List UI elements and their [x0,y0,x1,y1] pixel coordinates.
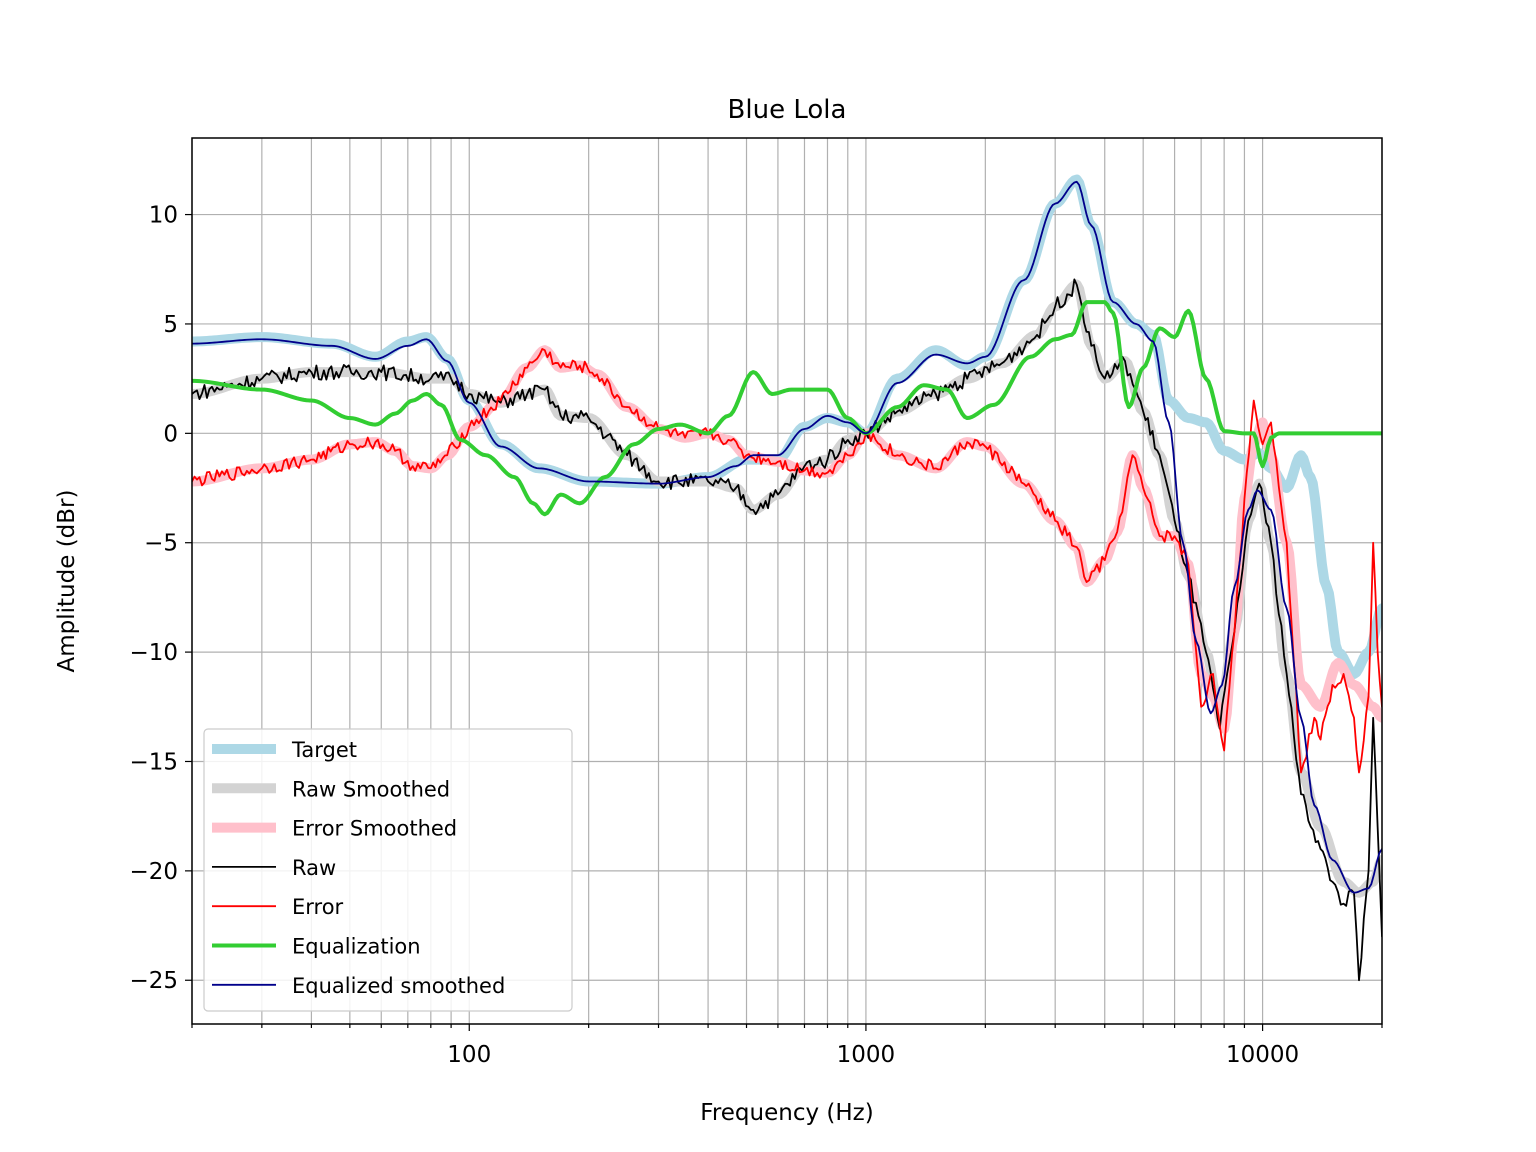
series-error-line [192,348,1382,774]
series-target-line [192,174,1382,679]
series-equalization-line [192,300,1382,517]
y-tick-label: −15 [129,749,178,775]
legend-label: Equalization [292,935,421,959]
y-tick-label: 10 [149,203,178,229]
axis-ticks: 100 1000 10000 10 5 0 −5 −10 −15 −20 −25 [129,203,1383,1068]
grid-lines [191,138,1383,1024]
y-tick-label: −5 [144,531,178,557]
x-tick-label: 100 [447,1042,491,1068]
plot-frame [191,137,1383,1025]
legend-label: Error [292,895,344,919]
y-tick-label: 5 [163,312,178,338]
y-tick-label: 0 [163,421,178,447]
legend-box [203,728,573,1012]
legend-label: Raw Smoothed [292,777,450,801]
y-tick-label: −10 [129,640,178,666]
legend-label: Raw [292,856,336,880]
y-tick-label: −20 [129,859,178,885]
series-layer [192,174,1382,982]
legend-label: Equalized smoothed [292,974,505,998]
legend: Target Raw Smoothed Error Smoothed Raw Error… [203,728,573,1012]
y-tick-label: −25 [129,968,178,994]
x-tick-label: 1000 [837,1042,896,1068]
series-raw-line [192,278,1382,982]
legend-label: Target [291,738,357,762]
series-equalized-smoothed-line [192,180,1382,894]
chart-title: Blue Lola [728,95,847,125]
y-axis-label: Amplitude (dBr) [54,490,80,673]
legend-label: Error Smoothed [292,817,457,841]
x-axis-label: Frequency (Hz) [700,1100,873,1126]
x-tick-label: 10000 [1226,1042,1299,1068]
